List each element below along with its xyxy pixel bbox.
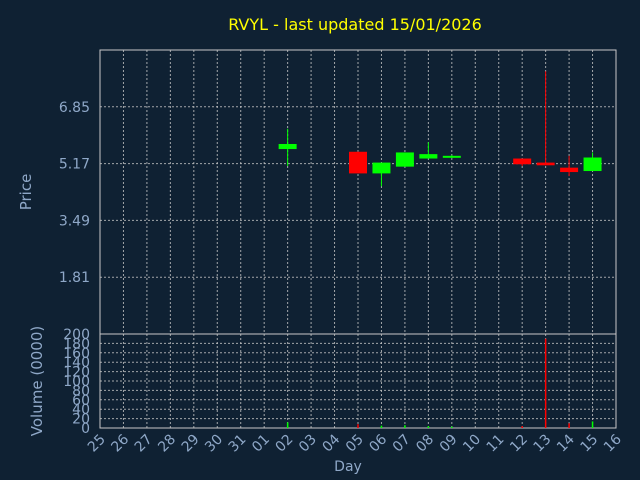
volume-tick-label: 80 <box>72 383 90 399</box>
volume-tick-label: 100 <box>63 374 90 390</box>
price-tick-label: 1.81 <box>59 270 90 286</box>
volume-bar <box>404 425 406 428</box>
candle-body <box>513 158 532 165</box>
volume-bar <box>568 423 570 428</box>
candle-body <box>583 157 602 172</box>
volume-tick-label: 200 <box>63 327 90 343</box>
volume-tick-label: 20 <box>72 412 90 428</box>
candle-body <box>560 167 579 173</box>
volume-bar <box>427 426 430 428</box>
candle-body <box>278 143 297 150</box>
volume-tick-label: 120 <box>63 365 90 381</box>
volume-tick-label: 140 <box>63 355 90 371</box>
candle-body <box>372 162 391 174</box>
price-tick-label: 5.17 <box>59 157 90 173</box>
volume-bar <box>521 426 523 428</box>
volume-bar <box>591 421 594 428</box>
chart-title: RVYL - last updated 15/01/2026 <box>228 15 482 34</box>
price-axis-label: Price <box>17 174 35 211</box>
price-panel: 1.81 3.49 5.17 6.85 <box>59 49 617 335</box>
volume-bar <box>451 426 453 428</box>
volume-bar <box>544 338 547 428</box>
candle-body <box>395 152 414 167</box>
candle-body <box>536 162 555 166</box>
volume-bar <box>286 422 289 428</box>
candle-body <box>419 154 438 159</box>
volume-bar <box>380 425 383 428</box>
volume-tick-label: 180 <box>63 336 90 352</box>
price-tick-label: 6.85 <box>59 100 90 116</box>
volume-tick-label: 40 <box>72 402 90 418</box>
x-axis-label: Day <box>334 459 362 475</box>
volume-bar <box>357 424 359 428</box>
volume-tick-label: 0 <box>81 421 90 437</box>
volume-tick-label: 160 <box>63 346 90 362</box>
price-tick-label: 3.49 <box>59 213 90 229</box>
volume-axis-label: Volume (0000) <box>28 326 46 436</box>
volume-tick-label: 60 <box>72 393 90 409</box>
candle-body <box>349 151 367 174</box>
candle-body <box>442 155 461 158</box>
